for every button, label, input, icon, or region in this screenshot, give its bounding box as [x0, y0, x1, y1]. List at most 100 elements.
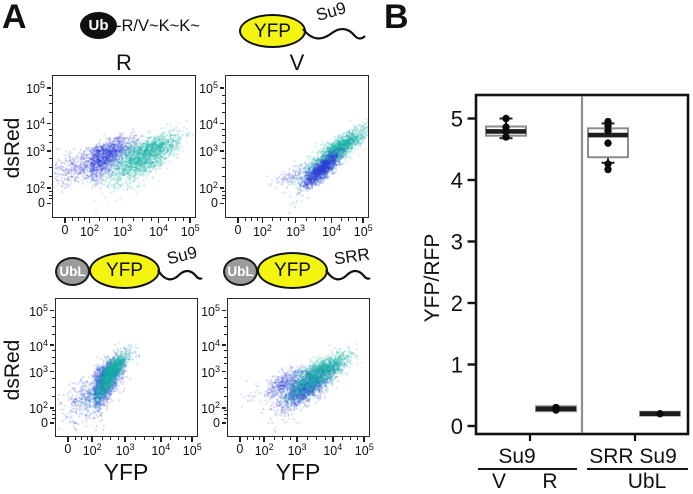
x-tick — [362, 218, 365, 223]
x-tick-label: 103 — [287, 442, 307, 459]
x-tick-label: 102 — [82, 442, 102, 459]
x-minor-tick — [271, 218, 273, 221]
y-tick — [46, 149, 52, 152]
x-minor-tick — [349, 437, 351, 440]
y-tick — [49, 309, 55, 312]
y-tick — [49, 422, 55, 424]
x-minor-tick — [314, 218, 316, 221]
y-minor-tick — [49, 135, 52, 137]
y-tick — [49, 407, 55, 409]
y-minor-tick — [224, 356, 227, 358]
x-tick — [296, 437, 298, 442]
x-tick-label: 102 — [254, 442, 274, 459]
y-minor-tick — [222, 194, 225, 196]
x-tick — [157, 218, 160, 223]
scatter-plot-ub-r: R 0 102 103 104 105 0 102 103 104 105 — [26, 50, 200, 238]
y-tick-label: 0 — [451, 414, 463, 439]
y-tick-label: 1 — [451, 353, 463, 378]
y-tick — [221, 422, 227, 424]
x-tick — [330, 218, 333, 223]
y-minor-tick — [49, 142, 52, 144]
y-tick-label: 0 — [211, 196, 218, 211]
x-tick-label: 102 — [79, 223, 99, 240]
x-minor-tick — [80, 437, 82, 440]
y-tick — [49, 344, 55, 347]
y-tick — [221, 309, 227, 312]
x-tick-label: 102 — [252, 223, 272, 240]
panel-b-label: B — [384, 0, 409, 36]
y-minor-tick — [52, 316, 55, 318]
data-point — [502, 114, 510, 123]
x-minor-tick — [340, 218, 342, 221]
x-minor-tick — [257, 218, 259, 221]
x-minor-tick — [74, 437, 76, 440]
y-minor-tick — [49, 194, 52, 196]
y-tick — [219, 149, 225, 152]
y-minor-tick — [52, 325, 55, 327]
x-tick — [160, 437, 162, 442]
scatter-canvas-UbL-YFP-Su9 — [56, 299, 197, 436]
ubl-module-left-label: UbL — [59, 263, 86, 279]
x-tick-label: 104 — [323, 442, 343, 459]
data-point — [604, 127, 612, 135]
x-minor-tick — [325, 437, 327, 440]
y-tick-label: 104 — [26, 116, 45, 133]
y-tick — [219, 122, 225, 125]
y-minor-tick — [52, 378, 55, 380]
y-tick-label: 4 — [451, 168, 463, 193]
y-tick-label: 105 — [201, 303, 220, 320]
data-point — [502, 127, 510, 136]
ub-module-label: Ub — [88, 17, 109, 34]
y-tick — [219, 187, 225, 189]
y-minor-tick — [222, 198, 225, 200]
x-tick-label: 104 — [322, 223, 341, 240]
x-tick — [67, 437, 69, 442]
x-tick — [189, 218, 192, 223]
group2-top-label: SRR Su9 — [589, 445, 677, 468]
y-minor-tick — [52, 363, 55, 365]
x-minor-tick — [141, 218, 143, 221]
x-tick-label: 103 — [113, 223, 132, 240]
y-tick — [46, 202, 52, 205]
x-minor-tick — [115, 218, 117, 221]
y-minor-tick — [49, 198, 52, 200]
x-minor-tick — [101, 437, 103, 440]
x-minor-tick — [250, 218, 252, 221]
x-tick-label: 0 — [61, 223, 69, 237]
y-tick-label: 103 — [201, 364, 220, 381]
y-tick-label: 104 — [201, 337, 220, 354]
yfp-module-top: YFP — [239, 14, 306, 48]
y-minor-tick — [222, 112, 225, 114]
data-point — [552, 406, 560, 414]
y-minor-tick — [224, 396, 227, 398]
y-minor-tick — [224, 414, 227, 416]
data-point — [604, 165, 612, 174]
x-minor-tick — [246, 437, 248, 440]
data-point — [604, 139, 612, 147]
data-point — [656, 410, 664, 418]
x-tick — [88, 218, 91, 223]
y-tick-label: 102 — [26, 180, 45, 197]
x-tick-label: 105 — [182, 442, 202, 459]
y-tick-label: 105 — [29, 303, 48, 320]
y-tick — [219, 202, 225, 205]
x-minor-tick — [288, 218, 290, 221]
scatter-canvas-UbL-YFP-SRR — [228, 299, 369, 436]
scatter-plot-ub-v: V 0 102 103 104 105 0 102 103 104 105 — [199, 50, 373, 238]
x-tick-label: 0 — [234, 223, 242, 237]
group2-bottom-label: UbL — [627, 470, 667, 493]
x-minor-tick — [252, 437, 254, 440]
scatter-canvas-Ub-V-Su9 — [226, 76, 368, 217]
x-tick — [239, 437, 241, 442]
x-tick-label: 103 — [115, 442, 135, 459]
x-tick — [64, 218, 66, 223]
y-tick-label: 102 — [29, 400, 48, 417]
x-tick-label: 105 — [180, 223, 200, 240]
y-tick — [221, 344, 227, 347]
ub-module: Ub — [80, 12, 117, 39]
y-tick-label: 103 — [26, 143, 45, 160]
y-minor-tick — [224, 325, 227, 327]
x-tick-label: 0 — [64, 442, 72, 456]
y-minor-tick — [222, 167, 225, 169]
y-minor-tick — [224, 418, 227, 419]
